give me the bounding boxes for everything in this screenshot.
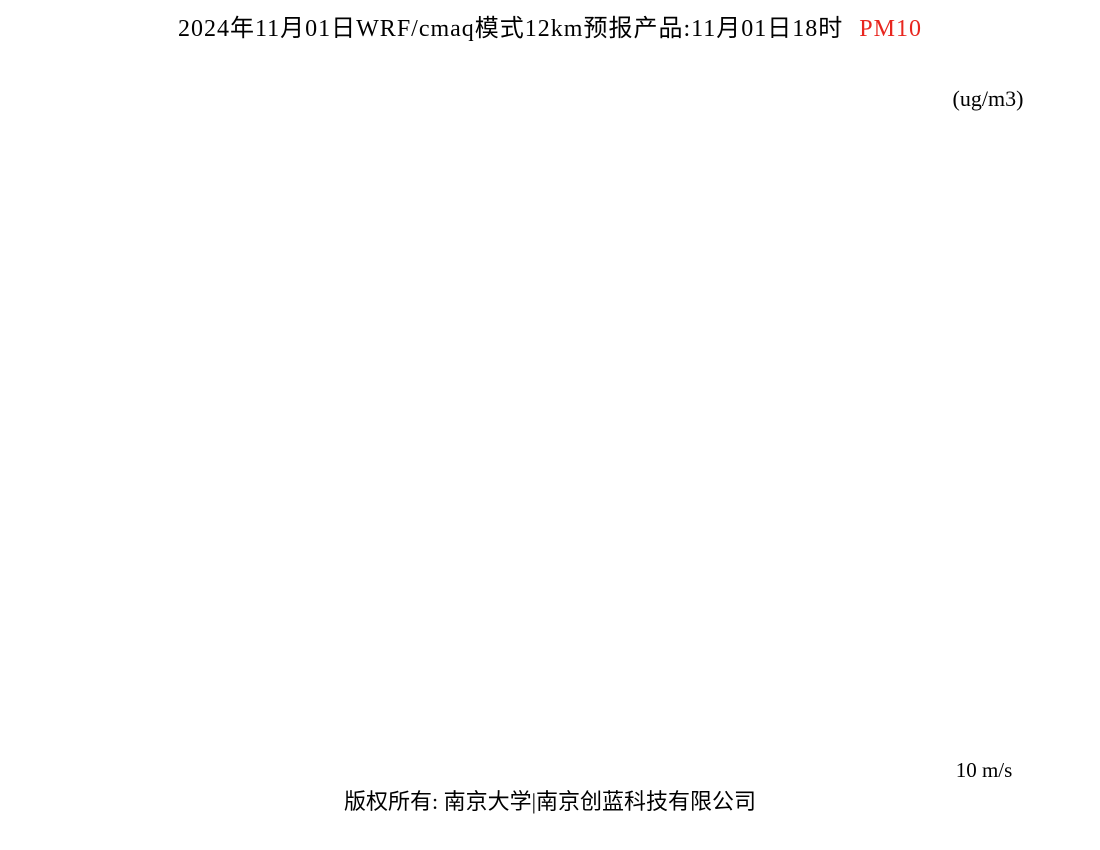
- pm10-concentration-field: [205, 50, 905, 751]
- species-label: PM10: [859, 16, 922, 42]
- legend-unit: (ug/m3): [952, 86, 1024, 111]
- title-text: 2024年11月01日WRF/cmaq模式12km预报产品:11月01日18时: [178, 16, 844, 42]
- page-title: 2024年11月01日WRF/cmaq模式12km预报产品:11月01日18时 P…: [0, 8, 1100, 43]
- copyright-footer: 版权所有: 南京大学|南京创蓝科技有限公司: [343, 789, 757, 814]
- wind-scale-label: 10 m/s: [955, 758, 1013, 782]
